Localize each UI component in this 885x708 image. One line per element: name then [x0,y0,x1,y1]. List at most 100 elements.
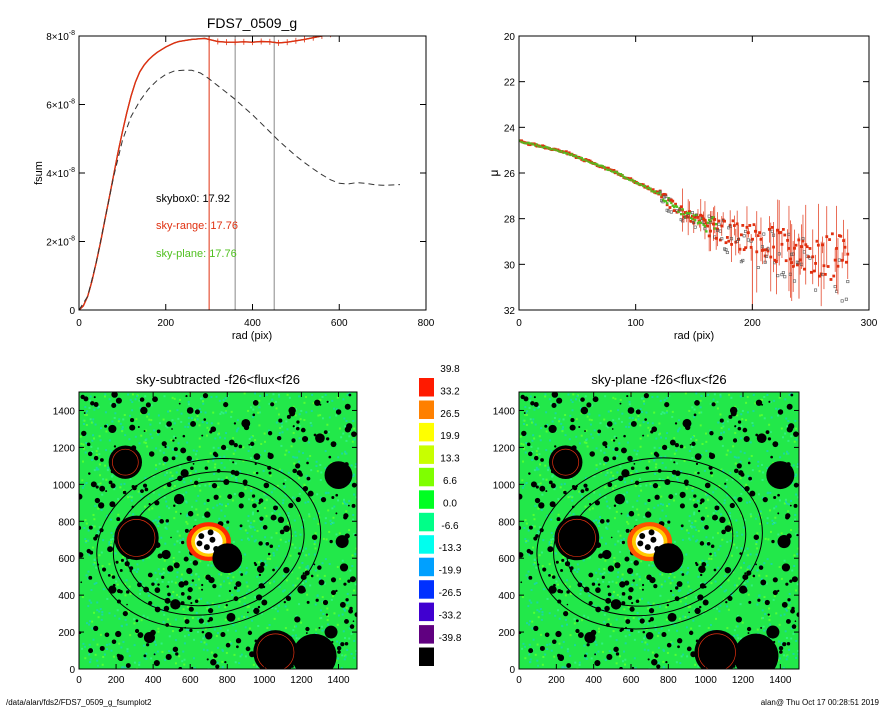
noise-pixel [220,411,223,414]
noise-pixel [606,471,609,474]
noise-pixel [224,618,227,621]
noise-pixel [666,505,669,508]
masked-source [297,552,301,555]
mu-point-skybox0 [692,220,696,224]
noise-pixel [554,486,557,489]
noise-pixel [342,608,345,611]
noise-pixel [689,589,692,592]
noise-pixel [531,439,534,442]
masked-source [256,565,265,573]
noise-pixel [226,448,229,451]
noise-pixel [709,623,712,626]
noise-pixel [680,565,683,568]
noise-pixel [218,605,221,608]
noise-pixel [302,518,305,521]
noise-pixel [793,554,796,557]
noise-pixel [116,609,119,612]
noise-pixel [595,519,598,522]
noise-pixel [550,574,553,577]
noise-pixel [292,584,295,587]
masked-source [601,575,605,580]
colorbar-label: -6.6 [441,521,459,532]
masked-source [247,630,253,636]
noise-pixel [636,450,639,453]
noise-pixel [158,572,161,575]
noise-pixel [252,526,255,529]
masked-source [267,552,271,556]
noise-pixel [103,395,106,398]
noise-pixel [108,543,111,546]
noise-pixel [763,417,766,420]
mu-point-sky-range [714,236,718,240]
aperture-ellipse [536,457,763,630]
mu-point-sky-plane [580,156,583,160]
masked-source [233,422,237,425]
mu-point-sky-range [801,239,805,243]
masked-source [194,599,199,604]
noise-pixel [619,465,622,468]
masked-source [108,585,117,594]
mu-point-sky-plane [682,212,686,216]
noise-pixel [686,571,689,574]
noise-pixel [643,648,646,651]
noise-pixel [592,520,595,523]
noise-pixel [127,393,130,396]
noise-pixel [111,420,114,423]
noise-pixel [257,561,260,564]
noise-pixel [134,398,137,401]
mu-point-sky-range [833,258,837,262]
noise-pixel [644,635,647,638]
masked-source [569,566,574,571]
noise-pixel [725,589,728,592]
noise-pixel [698,624,701,627]
noise-pixel [197,575,200,578]
mu-point-sky-range [564,150,568,154]
image-ytick-label: 600 [498,554,515,565]
noise-pixel [140,495,143,498]
mu-point-skybox0 [783,275,787,279]
noise-pixel [186,514,189,517]
noise-pixel [580,412,583,415]
masked-source [796,612,799,618]
mu-point-sky-range [839,234,843,238]
noise-pixel [313,543,316,546]
masked-source [575,619,579,623]
image-ytick-label: 1200 [493,443,516,454]
masked-source [699,541,705,546]
noise-pixel [124,434,127,437]
masked-source [152,396,158,403]
masked-source [254,563,258,567]
noise-pixel [230,571,233,574]
masked-source [738,585,748,594]
image-ytick-label: 600 [58,554,75,565]
noise-pixel [243,596,246,599]
masked-source [592,396,599,403]
noise-pixel [179,539,182,542]
masked-source [788,423,795,430]
noise-pixel [784,398,787,401]
noise-pixel [152,490,155,493]
noise-pixel [603,613,606,616]
masked-source [669,589,673,593]
masked-source [631,601,634,605]
noise-pixel [688,537,691,540]
noise-pixel [210,422,213,425]
noise-pixel [699,406,702,409]
noise-pixel [333,407,336,410]
noise-pixel [106,514,109,517]
noise-pixel [154,581,157,584]
noise-pixel [91,627,94,630]
noise-pixel [746,568,749,571]
masked-source [633,560,639,566]
masked-source [343,513,349,519]
masked-source [728,414,733,419]
noise-pixel [630,472,633,475]
noise-pixel [102,588,105,591]
noise-pixel [180,577,183,580]
noise-pixel [346,393,349,396]
noise-pixel [624,481,627,484]
noise-pixel [91,458,94,461]
noise-pixel [250,457,253,460]
noise-pixel [335,659,338,662]
noise-pixel [758,574,761,577]
